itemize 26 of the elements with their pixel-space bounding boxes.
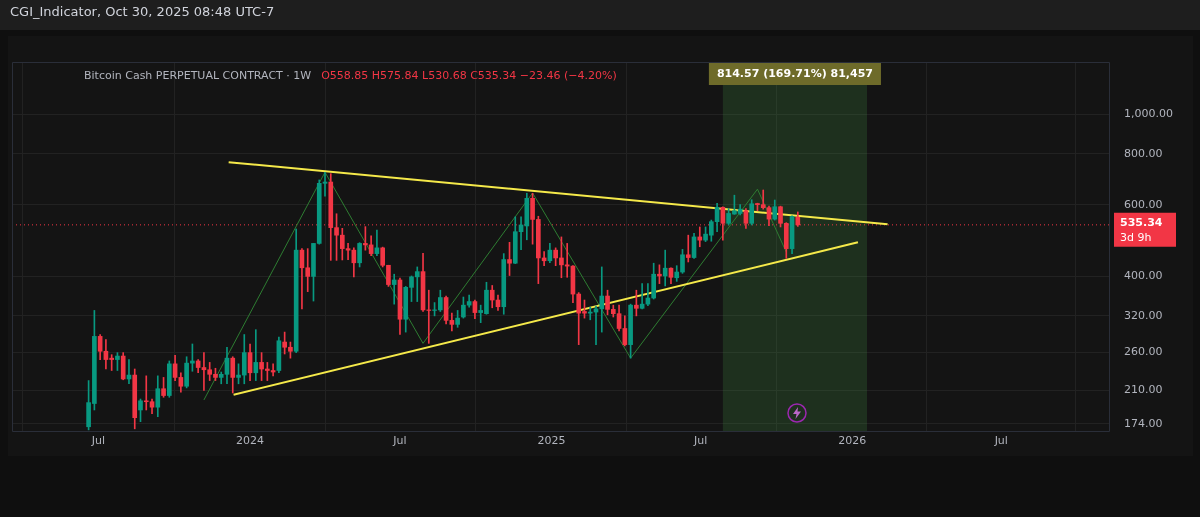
- candlestick: [685, 234, 691, 263]
- text: Bitcoin Cash PERPETUAL CONTRACT · 1W: [84, 68, 312, 82]
- candlestick: [414, 266, 420, 302]
- x-tick-label: Jul: [90, 434, 106, 448]
- candlestick: [662, 249, 668, 287]
- band-label: 814.57 (169.71%) 81,457: [716, 66, 873, 80]
- x-tick-label: Jul: [392, 434, 407, 448]
- x-tick-label: Jul: [993, 434, 1008, 448]
- y-tick-label: 320.00: [1124, 308, 1163, 322]
- y-tick-label: 1,000.00: [1124, 107, 1173, 121]
- chart-title: CGI_Indicator, Oct 30, 2025 08:48 UTC-7: [10, 4, 275, 20]
- y-tick-label: 174.00: [1124, 416, 1163, 430]
- candlestick: [391, 273, 397, 305]
- candlestick: [599, 266, 605, 333]
- y-tick-label: 600.00: [1124, 197, 1163, 211]
- annotation: O558.85 H575.84 L530.68 C535.34 −23.46 (−4.20%): [321, 68, 617, 82]
- candlestick: [253, 329, 259, 381]
- x-tick-label: 2024: [236, 434, 265, 448]
- y-tick-label: 260.00: [1124, 345, 1163, 359]
- x-tick-label: Jul: [692, 434, 708, 448]
- x-tick-label: 2026: [838, 434, 867, 448]
- y-tick-label: 210.00: [1124, 383, 1163, 397]
- ref-line-label: 535.34 3d 9h: [1120, 215, 1163, 244]
- y-tick-label: 400.00: [1124, 269, 1163, 283]
- x-tick-label: 2025: [537, 434, 566, 448]
- y-tick-label: 800.00: [1124, 146, 1163, 160]
